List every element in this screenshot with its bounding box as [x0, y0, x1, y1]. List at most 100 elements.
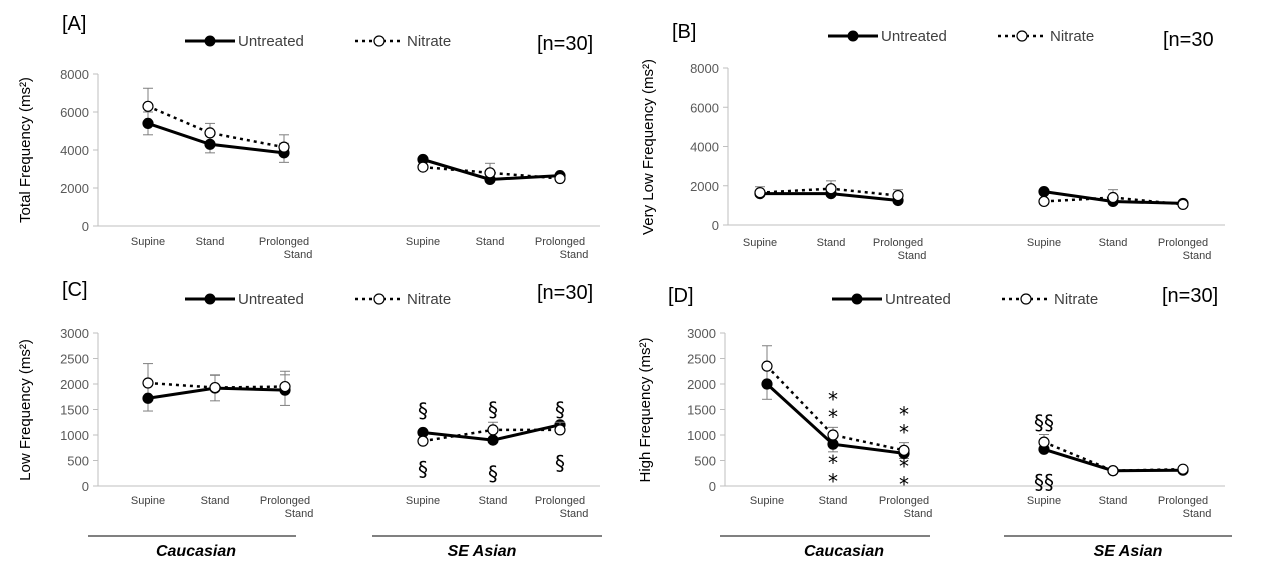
y-tick-label: 0: [709, 479, 716, 494]
y-tick-label: 2500: [60, 352, 89, 367]
y-tick-label: 6000: [690, 100, 719, 115]
data-point-nitrate: [417, 161, 429, 173]
legend-marker-untreated: [847, 30, 859, 42]
legend-marker-nitrate: [373, 293, 385, 305]
x-tick-label: Stand: [819, 495, 848, 507]
x-tick-label: Stand: [898, 250, 927, 262]
x-tick-label: Stand: [284, 249, 313, 261]
data-point-nitrate: [1107, 191, 1119, 204]
y-tick-label: 1000: [687, 428, 716, 443]
x-tick-label: Prolonged: [535, 495, 585, 507]
y-tick-label: 8000: [690, 61, 719, 76]
significance-marker: *: [828, 469, 838, 493]
data-point-untreated: [761, 378, 773, 390]
x-tick-label: Stand: [196, 236, 225, 248]
sample-size-label: [n=30]: [1162, 285, 1218, 307]
x-tick-label: Stand: [817, 237, 846, 249]
x-tick-label: Supine: [1027, 237, 1061, 249]
significance-marker: *: [899, 455, 909, 479]
panel-letter: [C]: [62, 279, 88, 301]
x-tick-label: Prolonged: [1158, 495, 1208, 507]
y-tick-label: 2000: [60, 377, 89, 392]
data-point-nitrate: [1038, 195, 1050, 208]
legend-marker-untreated: [204, 293, 216, 305]
data-point-untreated: [142, 117, 154, 130]
x-tick-label: Stand: [560, 249, 589, 261]
legend-marker-nitrate: [1016, 30, 1028, 42]
x-tick-label: Stand: [285, 508, 314, 520]
significance-marker: *: [899, 403, 909, 427]
x-tick-label: Supine: [743, 237, 777, 249]
data-point-nitrate: [898, 444, 910, 456]
data-point-nitrate: [827, 429, 839, 441]
series-line-nitrate: [1043, 440, 1184, 472]
data-point-nitrate: [1177, 463, 1189, 475]
x-tick-label: Stand: [201, 495, 230, 507]
sample-size-label: [n=30]: [537, 33, 593, 55]
x-tick-label: Prolonged: [259, 236, 309, 248]
x-tick-label: Stand: [904, 508, 933, 520]
data-point-nitrate: [1038, 436, 1050, 448]
x-tick-label: Stand: [476, 236, 505, 248]
significance-marker: *: [899, 472, 909, 496]
legend-label-nitrate: Nitrate: [1054, 291, 1098, 308]
data-point-nitrate: [209, 381, 221, 394]
significance-marker: §: [418, 457, 428, 481]
legend-marker-untreated: [204, 35, 216, 47]
legend-label-nitrate: Nitrate: [407, 291, 451, 308]
group-label: SE Asian: [448, 543, 517, 560]
significance-marker: §: [555, 451, 565, 475]
y-tick-label: 3000: [687, 326, 716, 341]
data-point-nitrate: [761, 360, 773, 372]
series-line-nitrate: [422, 165, 561, 180]
y-tick-label: 4000: [690, 140, 719, 155]
x-tick-label: Supine: [406, 495, 440, 507]
y-tick-label: 6000: [60, 105, 89, 120]
x-tick-label: Prolonged: [1158, 237, 1208, 249]
panel-letter: [D]: [668, 285, 694, 307]
series-line-nitrate: [147, 381, 286, 389]
data-point-nitrate: [487, 424, 499, 436]
y-tick-label: 1500: [60, 403, 89, 418]
data-point-nitrate: [142, 100, 154, 112]
data-point-nitrate: [417, 435, 429, 447]
x-tick-label: Stand: [1099, 237, 1128, 249]
data-point-nitrate: [279, 380, 291, 393]
significance-marker: §: [418, 399, 428, 423]
x-tick-label: Stand: [1183, 508, 1212, 520]
x-tick-label: Prolonged: [879, 495, 929, 507]
significance-marker: *: [828, 387, 838, 411]
y-axis-label: Low Frequency (ms²): [17, 339, 34, 481]
x-tick-label: Stand: [479, 495, 508, 507]
x-tick-label: Supine: [406, 236, 440, 248]
legend-marker-nitrate: [373, 35, 385, 47]
series-line-untreated: [147, 121, 285, 155]
legend-label-untreated: Untreated: [881, 28, 947, 45]
significance-marker: *: [828, 451, 838, 475]
data-point-nitrate: [1177, 198, 1189, 210]
x-tick-label: Prolonged: [260, 495, 310, 507]
y-tick-label: 1500: [687, 403, 716, 418]
significance-marker: §§: [1034, 470, 1054, 494]
panel-letter: [B]: [672, 21, 696, 43]
y-tick-label: 0: [712, 218, 719, 233]
significance-marker: §: [555, 398, 565, 422]
x-tick-label: Prolonged: [535, 236, 585, 248]
significance-marker: *: [899, 420, 909, 444]
y-axis-label: Total Frequency (ms²): [17, 77, 34, 223]
x-tick-label: Stand: [560, 508, 589, 520]
data-point-untreated: [827, 438, 839, 450]
group-label: SE Asian: [1094, 543, 1163, 560]
data-point-nitrate: [278, 141, 290, 153]
y-tick-label: 3000: [60, 326, 89, 341]
y-tick-label: 8000: [60, 67, 89, 82]
legend-marker-untreated: [851, 293, 863, 305]
y-tick-label: 500: [694, 454, 716, 469]
significance-marker: §: [488, 461, 498, 485]
significance-marker: *: [828, 405, 838, 429]
legend-label-untreated: Untreated: [238, 33, 304, 50]
data-point-nitrate: [142, 377, 154, 389]
x-tick-label: Stand: [1183, 250, 1212, 262]
data-point-untreated: [204, 138, 216, 150]
